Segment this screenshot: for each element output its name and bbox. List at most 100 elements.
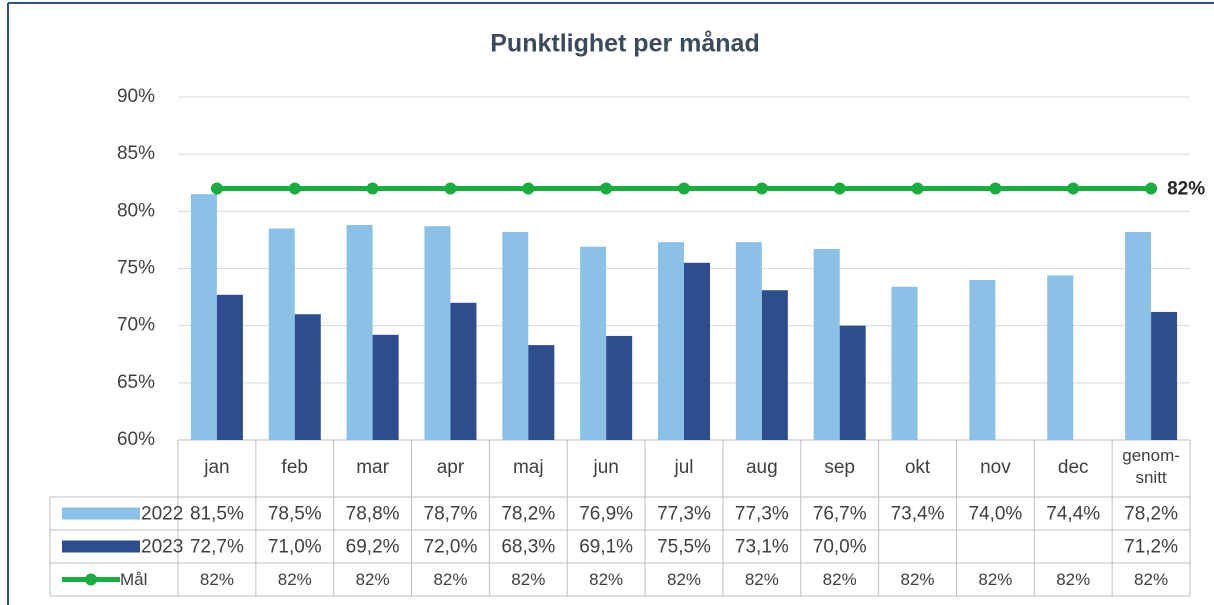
bar [813,249,840,440]
bar [216,294,243,440]
line-marker [911,182,924,195]
table-cell: 82% [978,570,1012,589]
table-cell: 76,7% [813,504,867,525]
bar [372,334,399,440]
y-tick-label: 80% [117,200,155,221]
table-cell: 82% [278,570,312,589]
table-cell: 82% [1134,570,1168,589]
table-cell: 73,1% [735,537,789,558]
x-tick-label: jun [592,457,618,478]
table-cell: 68,3% [501,537,555,558]
bar [580,246,607,440]
bar [1151,311,1178,440]
x-tick-label: apr [437,457,465,478]
bar [969,279,996,440]
y-tick-label: 90% [117,86,155,107]
bar [735,242,762,440]
legend-label: 2022 [141,504,183,525]
data-label: 82% [1167,178,1205,199]
line-marker [366,182,379,195]
legend-label: 2023 [141,537,183,558]
table-cell: 78,2% [501,504,555,525]
bar [606,335,633,440]
bar [502,231,529,440]
table-cell: 77,3% [657,504,711,525]
table-cell: 82% [1056,570,1090,589]
table-cell: 72,7% [190,537,244,558]
x-tick-label: maj [513,457,544,478]
legend-key [85,573,97,586]
table-cell: 72,0% [424,537,478,558]
line-marker [600,182,613,195]
legend-key [62,507,140,520]
table-cell: 82% [511,570,545,589]
line-marker [1145,182,1158,195]
bar [528,345,555,440]
bar [839,325,866,440]
x-tick-label: okt [905,457,931,478]
x-tick-label: jul [673,457,693,478]
table-cell: 69,1% [579,537,633,558]
line-marker [833,182,846,195]
table-cell: 78,7% [424,504,478,525]
line-marker [210,182,223,195]
table-cell: 77,3% [735,504,789,525]
table-cell: 71,2% [1124,537,1178,558]
bar [190,194,217,440]
table-cell: 76,9% [579,504,633,525]
legend-label: Mål [120,570,147,589]
y-tick-label: 85% [117,143,155,164]
bar [658,242,684,440]
line-marker [522,182,535,195]
bar [1047,275,1074,440]
bar [684,262,710,440]
table-cell: 78,2% [1124,504,1178,525]
bar [891,286,918,440]
bar [294,314,321,440]
table-cell: 71,0% [268,537,322,558]
line-marker [678,182,690,195]
table-cell: 82% [433,570,467,589]
y-tick-label: 65% [117,372,155,393]
bar [424,226,451,440]
x-tick-label: mar [356,457,389,478]
chart-title: Punktlighet per månad [490,30,759,58]
y-tick-label: 75% [117,258,155,279]
table-cell: 74,4% [1046,504,1100,525]
x-tick-label: aug [746,457,778,478]
table-cell: 82% [823,570,857,589]
x-tick-label: dec [1058,457,1089,478]
line-marker [444,182,457,195]
y-tick-label: 60% [117,429,155,450]
bar [346,225,373,440]
table-cell: 81,5% [190,504,244,525]
table-cell: 82% [667,570,701,589]
line-marker [755,182,768,195]
line-marker [1067,182,1080,195]
x-tick-label: sep [824,457,855,478]
table-cell: 82% [589,570,623,589]
x-tick-label: nov [980,457,1011,478]
table-cell: 82% [356,570,390,589]
y-tick-label: 70% [117,315,155,336]
table-cell: 70,0% [813,537,867,558]
x-tick-label: feb [282,457,308,478]
table-cell: 73,4% [891,504,945,525]
bar [268,228,295,440]
bar [450,302,477,440]
bar [1125,231,1152,440]
table-cell: 82% [745,570,779,589]
legend-key [62,540,140,553]
line-marker [288,182,301,195]
table-cell: 82% [200,570,234,589]
table-cell: 74,0% [968,504,1022,525]
table-cell: 69,2% [346,537,400,558]
table-cell: 75,5% [657,537,711,558]
bar [761,290,788,440]
x-tick-label: genom-snitt [1122,446,1180,487]
line-marker [989,182,1002,195]
x-tick-label: jan [203,457,229,478]
table-cell: 82% [901,570,935,589]
table-cell: 78,8% [346,504,400,525]
